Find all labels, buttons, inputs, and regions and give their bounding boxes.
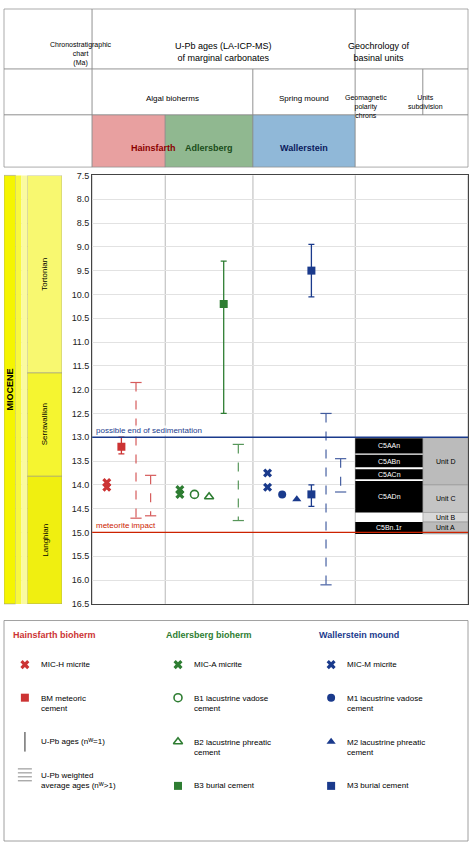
svg-text:9.0: 9.0 <box>77 242 90 252</box>
svg-text:C5ABn: C5ABn <box>378 458 400 465</box>
svg-text:Unitssubdivision: Unitssubdivision <box>408 94 443 110</box>
svg-text:BM meteoriccement: BM meteoriccement <box>41 694 86 713</box>
svg-text:Geomagneticpolaritychrons: Geomagneticpolaritychrons <box>345 94 387 119</box>
svg-text:Hainsfarth: Hainsfarth <box>131 143 176 153</box>
svg-text:13.0: 13.0 <box>72 432 90 442</box>
svg-text:C5ADn: C5ADn <box>378 493 401 500</box>
svg-text:U-Pb ages (nᵂ=1): U-Pb ages (nᵂ=1) <box>41 737 105 746</box>
svg-text:15.0: 15.0 <box>72 528 90 538</box>
svg-text:M2 lacustrine phreaticcement: M2 lacustrine phreaticcement <box>347 738 425 757</box>
svg-text:14.0: 14.0 <box>72 480 90 490</box>
svg-text:12.5: 12.5 <box>72 409 90 419</box>
svg-text:C5AAn: C5AAn <box>378 442 400 449</box>
svg-text:11.0: 11.0 <box>73 337 90 347</box>
svg-text:9.5: 9.5 <box>77 266 90 276</box>
svg-text:14.5: 14.5 <box>72 504 90 514</box>
svg-text:Spring mound: Spring mound <box>279 94 329 103</box>
svg-text:MIC-A micrite: MIC-A micrite <box>194 660 243 669</box>
svg-text:13.5: 13.5 <box>72 456 90 466</box>
svg-text:10.5: 10.5 <box>72 313 90 323</box>
svg-text:16.5: 16.5 <box>72 599 90 609</box>
svg-text:M1 lacustrine vadosecement: M1 lacustrine vadosecement <box>347 694 423 713</box>
svg-text:12.0: 12.0 <box>72 385 90 395</box>
svg-text:Unit B: Unit B <box>436 514 455 521</box>
svg-text:Wallerstein: Wallerstein <box>280 143 328 153</box>
svg-text:Tortonian: Tortonian <box>40 258 49 291</box>
svg-text:15.5: 15.5 <box>72 551 90 561</box>
svg-text:8.5: 8.5 <box>77 218 90 228</box>
svg-text:Unit C: Unit C <box>436 495 455 502</box>
svg-text:7.5: 7.5 <box>77 171 90 181</box>
svg-text:U-Pb ages (LA-ICP-MS)of margin: U-Pb ages (LA-ICP-MS)of marginal carbona… <box>175 41 272 63</box>
svg-text:Chronostratigraphicchart(Ma): Chronostratigraphicchart(Ma) <box>50 41 112 67</box>
svg-text:11.5: 11.5 <box>73 361 90 371</box>
svg-text:MIC-H micrite: MIC-H micrite <box>41 660 90 669</box>
svg-text:8.0: 8.0 <box>77 194 90 204</box>
svg-text:Langhian: Langhian <box>41 524 50 557</box>
svg-text:Serravallian: Serravallian <box>40 403 49 445</box>
svg-text:meteorite impact: meteorite impact <box>96 521 156 530</box>
svg-text:possible end of sedimentation: possible end of sedimentation <box>96 426 202 435</box>
svg-text:Geochrology ofbasinal units: Geochrology ofbasinal units <box>348 41 410 63</box>
svg-text:16.0: 16.0 <box>72 575 90 585</box>
svg-text:Wallerstein mound: Wallerstein mound <box>319 630 399 640</box>
svg-text:Adlersberg bioherm: Adlersberg bioherm <box>166 630 252 640</box>
svg-text:MIC-M micrite: MIC-M micrite <box>347 660 397 669</box>
svg-text:Unit D: Unit D <box>436 458 455 465</box>
svg-text:B1 lacustrine vadosecement: B1 lacustrine vadosecement <box>194 694 269 713</box>
svg-text:M3 burial cement: M3 burial cement <box>347 781 409 790</box>
svg-text:U-Pb weightedaverage ages (nᵂ>: U-Pb weightedaverage ages (nᵂ>1) <box>41 771 116 790</box>
svg-text:B3 burial cement: B3 burial cement <box>194 781 255 790</box>
svg-text:Unit A: Unit A <box>436 524 455 531</box>
svg-text:Adlersberg: Adlersberg <box>185 143 233 153</box>
svg-text:10.0: 10.0 <box>72 290 90 300</box>
svg-text:MIOCENE: MIOCENE <box>5 368 15 410</box>
svg-text:Hainsfarth bioherm: Hainsfarth bioherm <box>13 630 96 640</box>
svg-text:B2 lacustrine phreaticcement: B2 lacustrine phreaticcement <box>194 738 271 757</box>
svg-text:C5Bn.1r: C5Bn.1r <box>376 524 402 531</box>
svg-text:Algal bioherms: Algal bioherms <box>146 94 199 103</box>
svg-text:C5ACn: C5ACn <box>378 471 401 478</box>
